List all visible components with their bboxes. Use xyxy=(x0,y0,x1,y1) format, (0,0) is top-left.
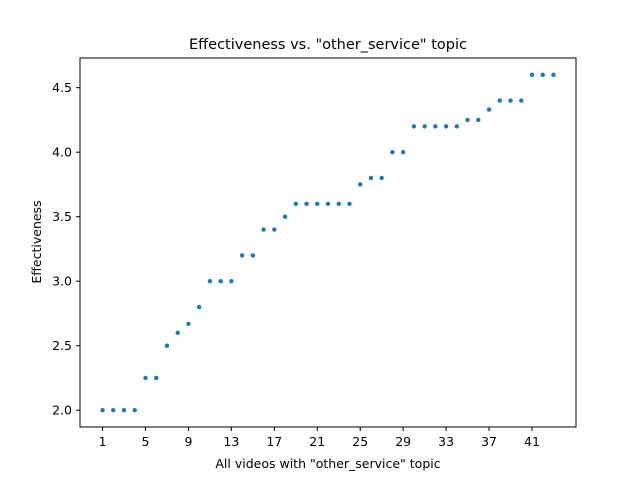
data-point xyxy=(486,107,492,112)
data-point xyxy=(207,279,213,284)
data-point xyxy=(250,253,256,258)
x-tick-label: 41 xyxy=(524,434,540,449)
data-points xyxy=(100,72,556,413)
x-tick-label: 37 xyxy=(481,434,497,449)
data-point xyxy=(433,124,438,129)
data-point xyxy=(186,321,191,326)
data-point xyxy=(379,175,384,181)
data-point xyxy=(196,304,202,310)
data-point xyxy=(400,149,406,155)
x-tick-label: 5 xyxy=(142,434,150,449)
data-point xyxy=(454,124,460,129)
data-point xyxy=(497,98,502,103)
data-point xyxy=(272,227,277,232)
y-tick-label: 2.5 xyxy=(52,338,72,353)
chart-title: Effectiveness vs. "other_service" topic xyxy=(189,37,467,53)
data-point xyxy=(239,253,245,258)
data-point xyxy=(422,124,427,129)
x-tick-label: 25 xyxy=(352,434,368,449)
x-axis-ticks: 1 5 9 13 17 21 25 29 33 37 41 xyxy=(99,427,540,449)
data-point xyxy=(315,201,320,206)
data-point xyxy=(164,343,170,348)
data-point xyxy=(551,72,556,77)
plot-area-frame xyxy=(79,57,577,428)
data-point xyxy=(476,117,481,123)
data-point xyxy=(443,124,449,129)
y-tick-label: 2.0 xyxy=(52,403,72,418)
data-point xyxy=(336,201,341,206)
x-tick-label: 17 xyxy=(266,434,282,449)
data-point xyxy=(347,201,352,206)
data-point xyxy=(411,124,417,129)
data-point xyxy=(282,214,288,219)
data-point xyxy=(121,408,127,413)
data-point xyxy=(465,117,470,123)
y-tick-label: 3.0 xyxy=(52,274,72,289)
data-point xyxy=(304,201,309,206)
data-point xyxy=(218,279,223,284)
x-tick-label: 9 xyxy=(184,434,192,449)
data-point xyxy=(154,375,159,381)
data-point xyxy=(358,182,363,187)
x-axis-label: All videos with "other_service" topic xyxy=(215,456,440,471)
data-point xyxy=(508,98,513,103)
x-tick-label: 33 xyxy=(438,434,454,449)
data-point xyxy=(325,201,331,206)
x-tick-label: 1 xyxy=(99,434,107,449)
data-point xyxy=(519,98,524,103)
data-point xyxy=(229,279,234,284)
data-point xyxy=(175,330,180,336)
x-tick-label: 21 xyxy=(309,434,325,449)
data-point xyxy=(390,149,395,155)
data-point xyxy=(540,72,545,77)
x-tick-label: 29 xyxy=(395,434,411,449)
y-tick-label: 4.0 xyxy=(52,145,72,160)
data-point xyxy=(529,72,535,77)
data-point xyxy=(132,408,137,413)
y-tick-label: 4.5 xyxy=(52,80,72,95)
data-point xyxy=(261,227,266,232)
data-point xyxy=(368,175,374,181)
data-point xyxy=(143,375,148,381)
y-axis-ticks: 2.0 2.5 3.0 3.5 4.0 4.5 xyxy=(52,80,80,418)
y-tick-label: 3.5 xyxy=(52,209,72,224)
y-axis-label: Effectiveness xyxy=(29,200,44,283)
data-point xyxy=(293,201,298,206)
x-tick-label: 13 xyxy=(223,434,239,449)
data-point xyxy=(100,408,105,413)
data-point xyxy=(111,408,116,413)
